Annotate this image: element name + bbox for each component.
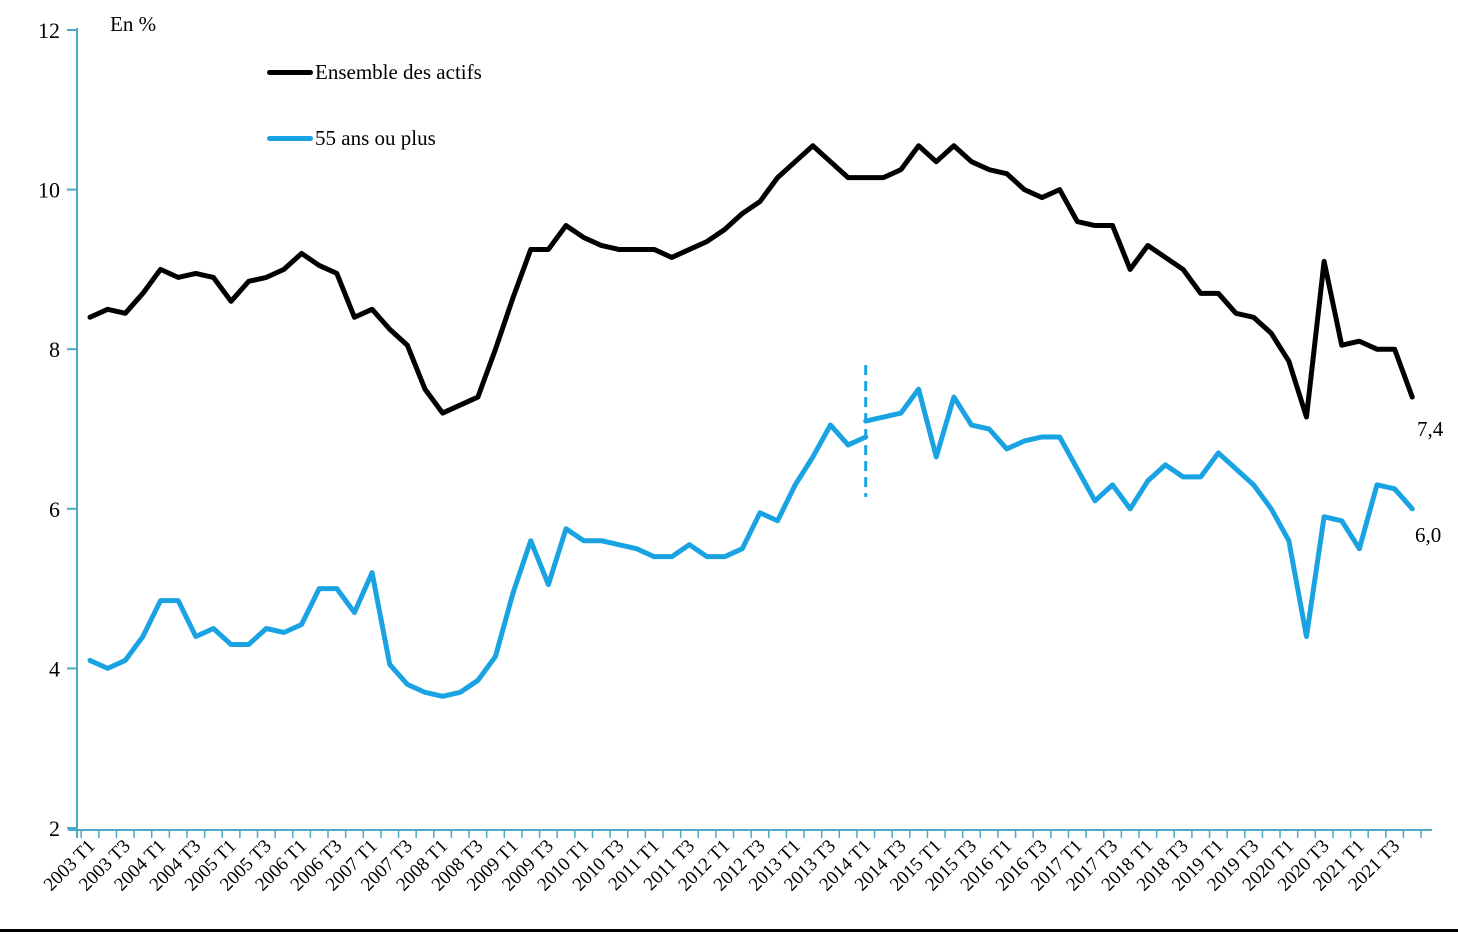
y-axis-tick-label: 12 [38, 18, 60, 43]
y-axis-unit-label: En % [110, 12, 157, 36]
legend-line-swatch-black-icon [267, 69, 313, 75]
legend-line-swatch-blue-icon [267, 135, 313, 141]
line-55-ans-ou-plus [863, 386, 1415, 639]
legend-item-ensemble: Ensemble des actifs [267, 58, 482, 86]
legend: Ensemble des actifs 55 ans ou plus [267, 58, 482, 190]
y-axis-tick-label: 2 [49, 816, 60, 841]
series-end-value-ensemble: 7,4 [1417, 417, 1444, 441]
page-bottom-rule [0, 929, 1458, 932]
y-axis-tick-label: 6 [49, 497, 60, 522]
legend-label: 55 ans ou plus [315, 125, 436, 150]
y-axis-tick-label: 10 [38, 178, 60, 203]
y-axis-tick-label: 8 [49, 337, 60, 362]
legend-label: Ensemble des actifs [315, 59, 482, 84]
line-ensemble-des-actifs [87, 143, 1415, 420]
y-axis-tick-label: 4 [49, 656, 60, 681]
legend-item-55plus: 55 ans ou plus [267, 124, 482, 152]
line-55-ans-ou-plus-pre-break [87, 422, 869, 699]
series-end-value-55plus: 6,0 [1415, 523, 1442, 547]
